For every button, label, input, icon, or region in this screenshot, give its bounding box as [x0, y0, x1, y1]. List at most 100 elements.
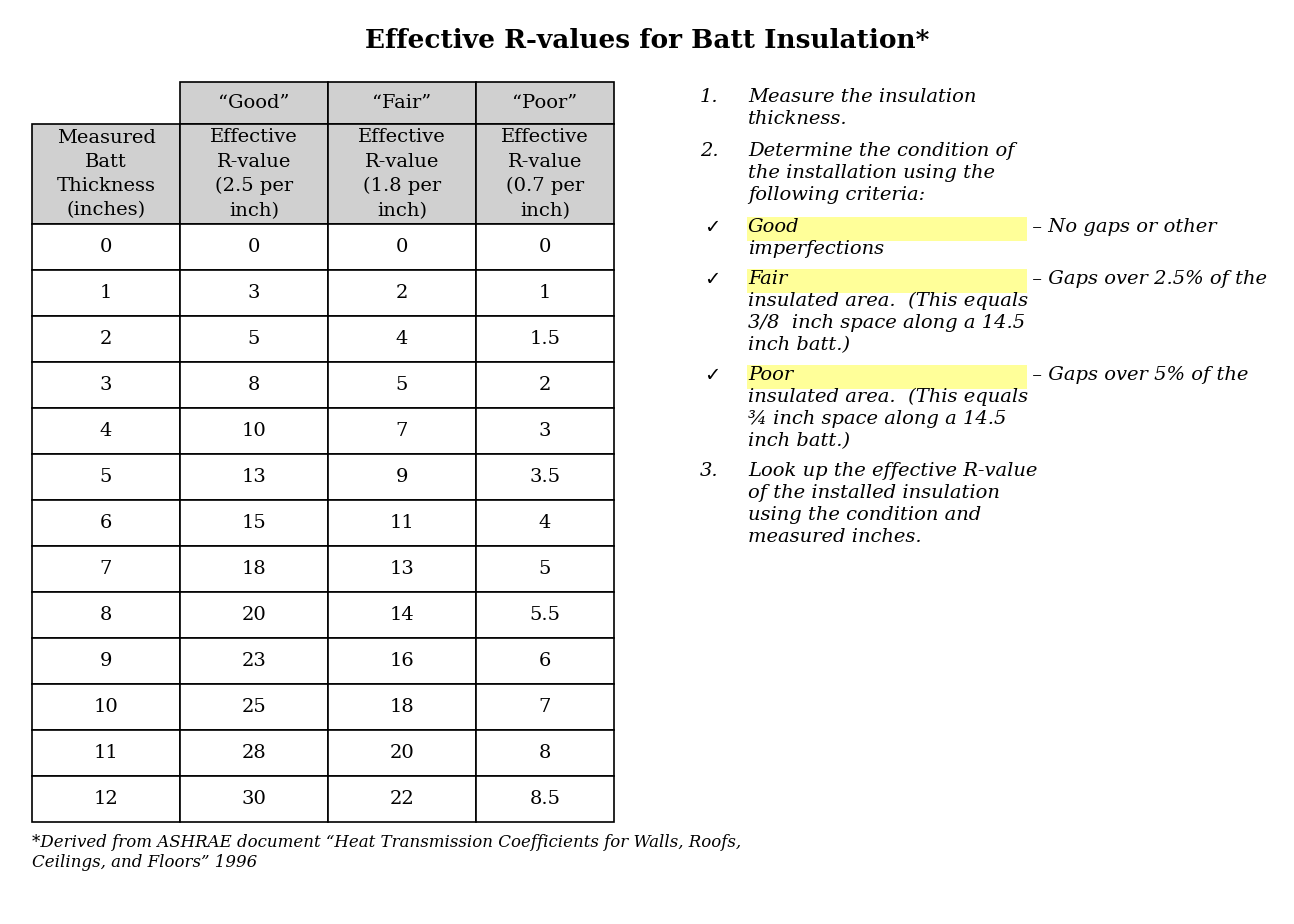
Text: 4: 4: [100, 422, 113, 440]
Bar: [476, 82, 613, 124]
Text: 3/8  inch space along a 14.5: 3/8 inch space along a 14.5: [748, 314, 1025, 332]
Bar: [180, 546, 327, 592]
Bar: [32, 500, 180, 546]
Bar: [327, 592, 476, 638]
Text: 30: 30: [242, 790, 267, 808]
Text: 2: 2: [100, 330, 113, 348]
Bar: [327, 776, 476, 822]
Text: ✓: ✓: [704, 218, 721, 237]
Bar: [476, 730, 613, 776]
Text: using the condition and: using the condition and: [748, 506, 981, 524]
Text: insulated area.  (This equals: insulated area. (This equals: [748, 292, 1029, 310]
Bar: [180, 82, 327, 124]
Text: Effective
R-value
(0.7 per
inch): Effective R-value (0.7 per inch): [501, 128, 589, 220]
Bar: [32, 316, 180, 362]
Bar: [476, 592, 613, 638]
Text: inch batt.): inch batt.): [748, 336, 850, 354]
Text: 10: 10: [93, 698, 118, 716]
Bar: [327, 82, 476, 124]
Text: measured inches.: measured inches.: [748, 528, 921, 546]
Bar: [476, 638, 613, 684]
Text: following criteria:: following criteria:: [748, 186, 925, 204]
Text: 3: 3: [247, 284, 260, 302]
Bar: [32, 224, 180, 270]
Text: 6: 6: [100, 514, 113, 532]
Bar: [476, 776, 613, 822]
Bar: [747, 269, 1026, 293]
Text: of the installed insulation: of the installed insulation: [748, 484, 1000, 502]
Text: Effective
R-value
(1.8 per
inch): Effective R-value (1.8 per inch): [358, 128, 446, 220]
Bar: [327, 684, 476, 730]
Text: 3: 3: [100, 376, 113, 394]
Text: 7: 7: [538, 698, 551, 716]
Text: 4: 4: [538, 514, 551, 532]
Text: Effective R-values for Batt Insulation*: Effective R-values for Batt Insulation*: [365, 28, 929, 53]
Text: 1.: 1.: [700, 88, 718, 106]
Text: “Fair”: “Fair”: [373, 94, 432, 112]
Text: 25: 25: [242, 698, 267, 716]
Bar: [476, 362, 613, 408]
Bar: [327, 730, 476, 776]
Bar: [32, 454, 180, 500]
Text: 13: 13: [242, 468, 267, 486]
Text: 8.5: 8.5: [529, 790, 560, 808]
Bar: [747, 217, 1026, 241]
Bar: [180, 124, 327, 224]
Text: Measured
Batt
Thickness
(inches): Measured Batt Thickness (inches): [57, 128, 155, 220]
Text: 2: 2: [538, 376, 551, 394]
Bar: [180, 270, 327, 316]
Bar: [32, 638, 180, 684]
Text: 6: 6: [538, 652, 551, 670]
Text: 13: 13: [389, 560, 414, 578]
Text: Look up the effective R-value: Look up the effective R-value: [748, 462, 1038, 480]
Text: 28: 28: [242, 744, 267, 762]
Text: 23: 23: [242, 652, 267, 670]
Text: “Good”: “Good”: [219, 94, 290, 112]
Bar: [180, 500, 327, 546]
Text: 2.: 2.: [700, 142, 718, 160]
Bar: [180, 408, 327, 454]
Text: 10: 10: [242, 422, 267, 440]
Bar: [476, 500, 613, 546]
Text: 15: 15: [242, 514, 267, 532]
Text: 0: 0: [248, 238, 260, 256]
Text: 18: 18: [242, 560, 267, 578]
Text: 7: 7: [396, 422, 408, 440]
Text: 20: 20: [389, 744, 414, 762]
Bar: [180, 684, 327, 730]
Text: Poor: Poor: [748, 366, 793, 384]
Text: 8: 8: [538, 744, 551, 762]
Text: Good: Good: [748, 218, 800, 236]
Bar: [180, 592, 327, 638]
Text: 1: 1: [538, 284, 551, 302]
Text: ✓: ✓: [704, 366, 721, 385]
Bar: [476, 408, 613, 454]
Text: 16: 16: [389, 652, 414, 670]
Bar: [180, 638, 327, 684]
Text: 1.5: 1.5: [529, 330, 560, 348]
Text: 22: 22: [389, 790, 414, 808]
Text: 12: 12: [93, 790, 118, 808]
Bar: [327, 362, 476, 408]
Text: 2: 2: [396, 284, 408, 302]
Text: 9: 9: [100, 652, 113, 670]
Text: insulated area.  (This equals: insulated area. (This equals: [748, 388, 1029, 407]
Bar: [32, 362, 180, 408]
Bar: [32, 684, 180, 730]
Text: inch batt.): inch batt.): [748, 432, 850, 450]
Text: 5.5: 5.5: [529, 606, 560, 624]
Bar: [327, 270, 476, 316]
Text: 3: 3: [538, 422, 551, 440]
Bar: [327, 638, 476, 684]
Text: 3.: 3.: [700, 462, 718, 480]
Bar: [476, 124, 613, 224]
Text: 8: 8: [248, 376, 260, 394]
Bar: [327, 316, 476, 362]
Bar: [32, 270, 180, 316]
Text: 8: 8: [100, 606, 113, 624]
Bar: [476, 270, 613, 316]
Text: 3.5: 3.5: [529, 468, 560, 486]
Text: Fair: Fair: [748, 270, 787, 288]
Text: 5: 5: [396, 376, 408, 394]
Text: 20: 20: [242, 606, 267, 624]
